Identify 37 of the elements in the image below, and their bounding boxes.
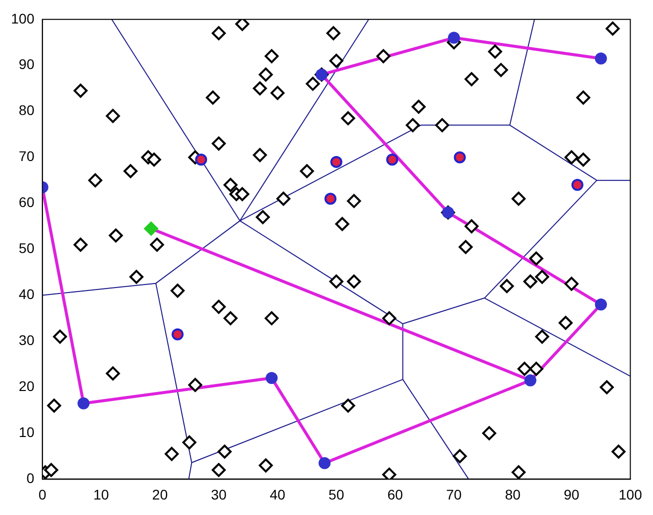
x-tick-label: 20 (152, 486, 168, 502)
point (195, 154, 208, 166)
y-tick-label: 70 (18, 148, 35, 164)
point (386, 154, 398, 166)
point (78, 397, 90, 410)
x-tick-label: 60 (387, 486, 404, 502)
point (318, 457, 331, 470)
y-tick-label: 30 (18, 332, 35, 348)
y-tick-label: 100 (11, 10, 35, 26)
point (266, 372, 278, 384)
x-tick-label: 10 (93, 486, 110, 502)
x-tick-label: 40 (270, 486, 286, 502)
y-tick-label: 40 (18, 286, 35, 302)
x-tick-label: 50 (328, 486, 344, 502)
x-tick-label: 30 (210, 486, 227, 502)
y-tick-label: 60 (18, 194, 35, 210)
point (448, 32, 460, 44)
point (594, 298, 607, 310)
point (324, 192, 336, 205)
point (172, 328, 184, 340)
x-tick-label: 80 (504, 486, 521, 502)
y-tick-label: 80 (18, 102, 35, 118)
x-tick-label: 90 (564, 486, 580, 502)
y-tick-label: 50 (18, 240, 35, 256)
x-tick-label: 70 (446, 486, 462, 502)
point (144, 222, 158, 236)
y-tick-label: 90 (18, 56, 35, 72)
point (454, 151, 466, 164)
y-tick-label: 20 (18, 378, 35, 394)
y-tick-label: 10 (18, 424, 35, 440)
point (571, 178, 584, 191)
y-tick-label: 0 (26, 470, 35, 486)
point (594, 52, 607, 64)
point (524, 374, 536, 386)
x-tick-label: 100 (618, 486, 642, 502)
x-tick-label: 0 (38, 486, 46, 502)
point (330, 156, 342, 168)
